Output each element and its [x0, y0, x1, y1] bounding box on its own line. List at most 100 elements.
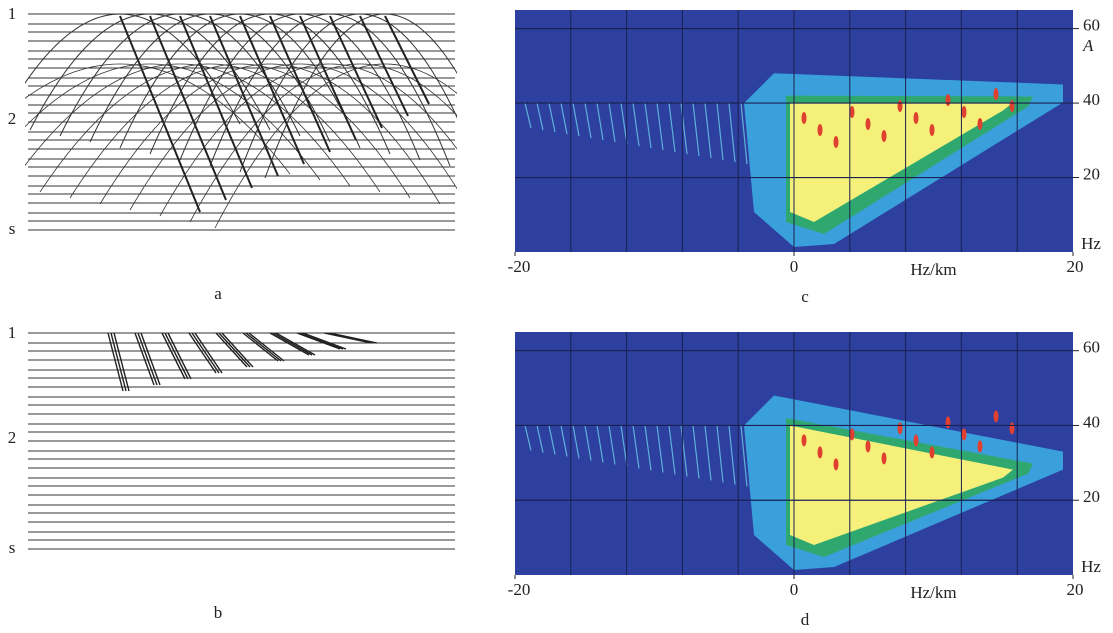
steep-event	[329, 15, 383, 129]
event-stroke	[194, 332, 223, 374]
event-curve	[214, 63, 457, 229]
alias-streak	[668, 425, 676, 475]
y-tick-label: 40	[1083, 412, 1100, 431]
event-stroke	[299, 332, 344, 350]
energy-peak	[833, 458, 839, 471]
alias-streak	[632, 425, 640, 469]
x-unit: Hz/km	[910, 583, 956, 602]
alias-streak	[560, 425, 568, 457]
event-stroke	[269, 332, 310, 356]
events	[107, 332, 378, 392]
alias-streak	[656, 103, 664, 151]
alias-streak	[668, 103, 676, 153]
time-label: 2	[8, 428, 17, 447]
alias-streak	[536, 102, 544, 131]
energy-peak	[817, 123, 823, 136]
event-curve	[69, 63, 411, 199]
event-curve	[159, 63, 457, 217]
x-tick-label: 20	[1067, 257, 1084, 276]
energy-peak	[961, 105, 967, 118]
event-stroke	[245, 332, 282, 362]
event-stroke	[275, 332, 316, 356]
spectrum-panel: 20 40 60 -20 0 20 A Hz Hz/km c	[508, 10, 1101, 306]
steep-event	[239, 15, 305, 165]
energy-peak	[817, 446, 823, 459]
steep-event	[359, 15, 409, 117]
spectrum-energy	[524, 73, 1063, 248]
panel-caption: a	[214, 284, 222, 303]
alias-streak	[596, 102, 604, 141]
event-curve	[59, 13, 301, 137]
alias-streak	[704, 425, 712, 481]
event-stroke	[134, 332, 155, 386]
event-stroke	[329, 332, 378, 344]
event-curve	[264, 13, 457, 179]
energy-peak	[801, 111, 807, 124]
event-curve	[25, 63, 291, 175]
energy-core	[790, 425, 1013, 545]
energy-peak	[993, 410, 999, 423]
time-label: 1	[8, 4, 17, 23]
alias-streak	[572, 102, 580, 137]
event-stroke	[218, 332, 251, 368]
x-tick-label: -20	[508, 580, 531, 599]
panel-caption: c	[801, 287, 809, 306]
panel-caption: b	[214, 603, 223, 622]
event-stroke	[167, 332, 192, 380]
y-tick-label: 60	[1083, 338, 1100, 357]
energy-peak	[945, 416, 951, 429]
event-curve	[209, 13, 451, 167]
alias-streak	[740, 103, 748, 165]
event-curve	[25, 63, 351, 187]
energy-peak	[993, 87, 999, 100]
y-tick-label: 20	[1083, 487, 1100, 506]
alias-streak	[728, 103, 736, 163]
energy-peak	[801, 434, 807, 447]
event-stroke	[296, 332, 341, 350]
y-tick-label: 20	[1083, 164, 1100, 183]
energy-peak	[1009, 99, 1015, 112]
alias-streak	[560, 102, 568, 135]
y-tick-label: 60	[1083, 16, 1100, 35]
energy-peak	[849, 428, 855, 441]
x-tick-label: -20	[508, 257, 531, 276]
steep-event	[384, 15, 430, 105]
alias-streak	[728, 425, 736, 485]
alias-streak	[524, 102, 532, 129]
alias-streak	[572, 425, 580, 459]
alias-streak	[740, 425, 748, 487]
alias-streak	[692, 425, 700, 479]
energy-peak	[977, 440, 983, 453]
alias-streak	[584, 425, 592, 461]
y-tick-label: 40	[1083, 90, 1100, 109]
time-label: s	[9, 219, 16, 238]
energy-peak	[881, 452, 887, 465]
event-stroke	[110, 332, 127, 392]
x-tick-label: 20	[1067, 580, 1084, 599]
x-tick-label: 0	[790, 257, 799, 276]
trace-panel: 1 2 s a	[8, 4, 457, 303]
x-tick-label: 0	[790, 580, 799, 599]
alias-streak	[608, 425, 616, 465]
spectrum-energy	[524, 395, 1063, 570]
alias-streak	[716, 103, 724, 161]
event-stroke	[164, 332, 189, 380]
energy-peak	[1009, 422, 1015, 435]
energy-peak	[977, 117, 983, 130]
energy-peak	[945, 93, 951, 106]
energy-peak	[849, 105, 855, 118]
energy-peak	[897, 99, 903, 112]
event-stroke	[248, 332, 285, 362]
event-curve	[99, 63, 441, 205]
event-curve	[189, 63, 457, 223]
alias-streak	[608, 102, 616, 143]
time-label: s	[9, 538, 16, 557]
event-stroke	[215, 332, 248, 368]
event-stroke	[113, 332, 130, 392]
trace-panel: 1 2 s b	[8, 323, 455, 622]
alias-streak	[620, 102, 628, 145]
events	[25, 13, 457, 229]
y-unit: Hz	[1081, 234, 1101, 253]
event-curve	[119, 13, 361, 149]
